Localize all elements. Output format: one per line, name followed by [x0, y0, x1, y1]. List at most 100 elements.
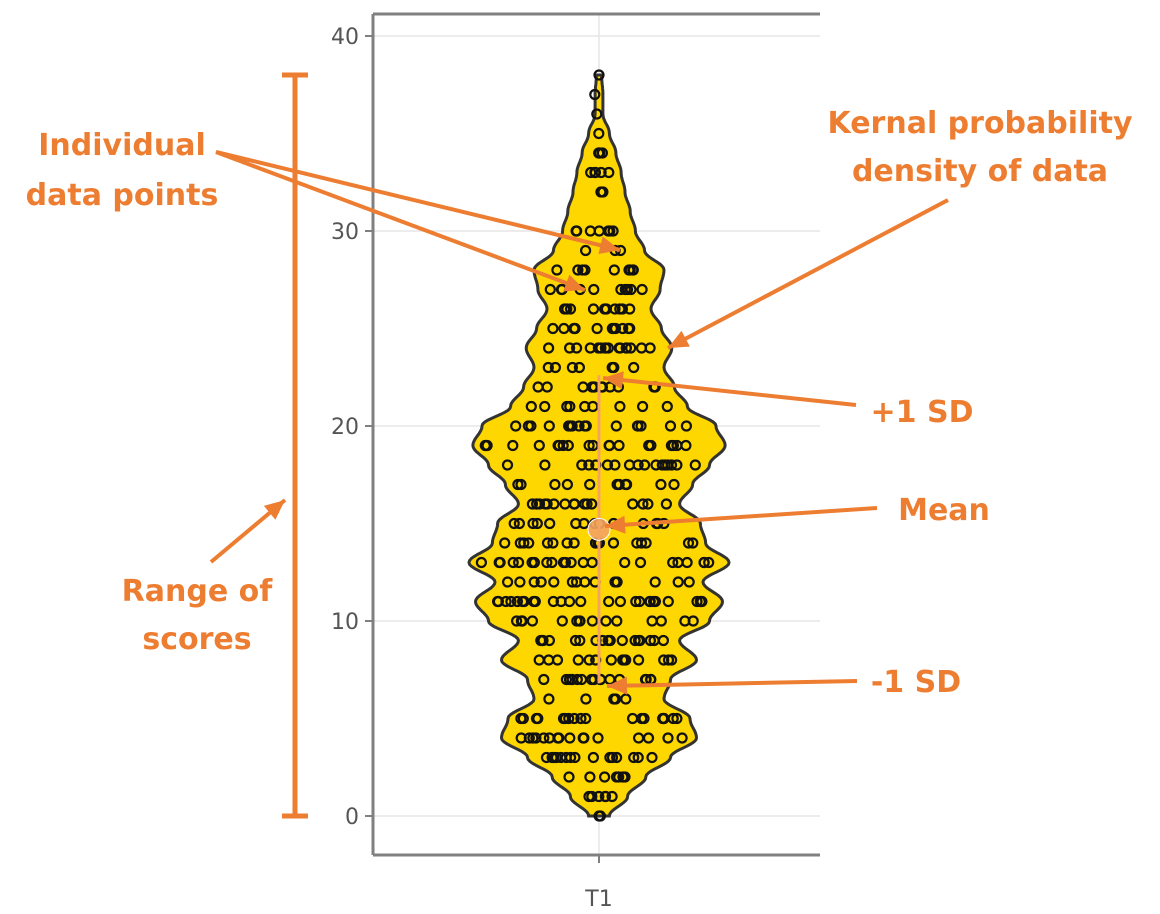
annotation-minus-sd: -1 SD [871, 665, 961, 700]
data-point [515, 732, 527, 744]
annotation-density: Kernal probability density of data [827, 106, 1132, 189]
data-point [526, 615, 539, 627]
data-point [591, 322, 603, 335]
data-point [601, 459, 614, 471]
data-point [613, 342, 625, 354]
arrow-range [209, 498, 287, 564]
data-point [492, 595, 504, 608]
data-point [608, 322, 620, 335]
arrow-data-points-2 [215, 150, 586, 292]
data-point [637, 498, 649, 510]
data-point [515, 478, 527, 491]
data-point [539, 459, 551, 471]
data-point [593, 225, 605, 237]
data-point [695, 595, 707, 608]
data-point [479, 439, 491, 452]
data-point [546, 556, 558, 569]
data-point [528, 595, 540, 608]
data-point [591, 108, 603, 120]
data-point [564, 732, 576, 744]
data-point [658, 654, 670, 666]
annotation-line: Range of [122, 574, 274, 609]
data-point [599, 342, 612, 354]
data-point [646, 751, 658, 764]
mean-marker [587, 517, 611, 541]
data-point [619, 556, 631, 569]
data-point [632, 751, 644, 764]
data-point [551, 654, 564, 666]
data-point [619, 771, 631, 783]
data-point [533, 439, 545, 452]
arrow-minus-sd [606, 676, 858, 695]
data-point [556, 615, 568, 627]
data-point [606, 361, 618, 374]
data-point [510, 420, 522, 432]
data-point [598, 771, 611, 783]
data-point [507, 556, 519, 569]
data-point [640, 537, 652, 549]
data-point [539, 498, 551, 510]
data-point [630, 595, 642, 608]
data-point [606, 790, 618, 803]
data-point [682, 537, 695, 549]
data-point [642, 498, 654, 510]
data-point [508, 517, 520, 530]
data-point [564, 400, 576, 413]
annotation-line: Mean [898, 493, 990, 528]
y-tick-label: 30 [331, 220, 359, 245]
data-point [574, 634, 586, 647]
arrow-data-points-1 [215, 150, 621, 254]
data-point [535, 634, 547, 647]
data-point [667, 439, 680, 452]
data-point [577, 556, 589, 569]
data-point [593, 69, 605, 81]
data-point [644, 634, 657, 647]
data-point [511, 595, 524, 608]
data-point [475, 556, 487, 569]
data-point [672, 576, 684, 588]
data-point [568, 498, 580, 510]
data-point [655, 615, 667, 627]
data-point [561, 478, 574, 491]
x-tick-label: T1 [584, 887, 612, 912]
data-point [518, 537, 530, 549]
data-point [638, 459, 651, 471]
data-point [620, 342, 633, 354]
data-point [588, 283, 600, 296]
data-point [687, 537, 699, 549]
data-point [603, 166, 615, 179]
data-point [578, 498, 591, 510]
data-point [632, 654, 645, 666]
data-point [586, 381, 598, 393]
data-point [665, 459, 678, 471]
data-point [627, 264, 639, 276]
data-point [577, 732, 589, 744]
data-point [610, 420, 622, 432]
data-point [547, 322, 559, 335]
data-point [575, 595, 587, 608]
annotation-line: +1 SD [871, 395, 974, 430]
data-point [565, 556, 577, 569]
data-points-layer [475, 69, 715, 822]
data-point [583, 654, 595, 666]
arrow-mean [604, 506, 878, 534]
data-point [523, 537, 535, 549]
data-point [501, 459, 514, 471]
data-point [575, 712, 587, 725]
data-point [614, 400, 626, 413]
data-point [634, 556, 647, 569]
data-point [633, 595, 646, 608]
data-point [620, 654, 632, 666]
data-point [557, 439, 569, 452]
data-point [635, 537, 648, 549]
data-point [655, 478, 667, 491]
data-point [609, 576, 621, 588]
data-point [609, 459, 621, 471]
data-point [563, 342, 576, 354]
data-point [584, 478, 596, 491]
data-point [566, 361, 579, 374]
data-point [662, 595, 674, 608]
data-point [494, 556, 506, 569]
data-point [563, 712, 575, 725]
